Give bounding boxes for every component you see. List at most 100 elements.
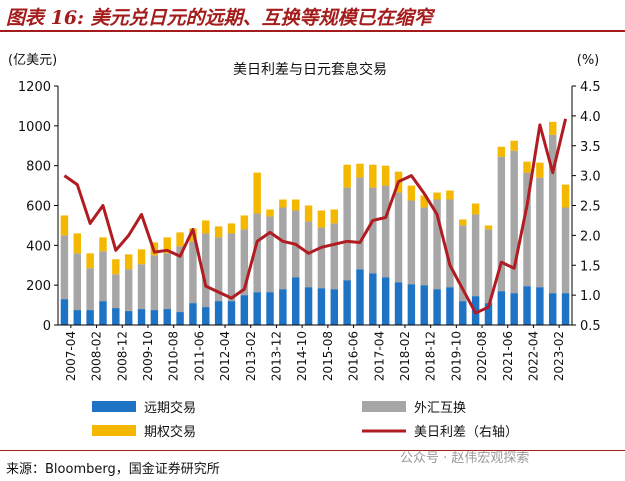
bar-forward <box>497 291 506 325</box>
legend-label-forward: 远期交易 <box>144 400 196 416</box>
bar-forward <box>343 280 351 325</box>
legend-swatch-swap <box>362 401 406 412</box>
bar-forward <box>446 287 454 325</box>
bar-swap <box>549 134 557 294</box>
left-tick-label: 200 <box>26 279 51 294</box>
x-tick-label: 2013-02 <box>244 331 258 381</box>
bar-swap <box>356 177 364 270</box>
bar-option <box>381 165 390 186</box>
left-tick-label: 400 <box>26 239 51 254</box>
bar-forward <box>227 301 236 325</box>
spread-line-layer <box>63 118 568 315</box>
bar-swap <box>394 192 403 283</box>
bar-swap <box>433 199 441 290</box>
bar-option <box>356 163 364 178</box>
bar-forward <box>394 282 403 325</box>
bar-swap <box>189 241 197 304</box>
bar-forward <box>253 292 261 325</box>
bar-forward <box>561 293 570 325</box>
bar-option <box>471 203 480 215</box>
bar-option <box>266 209 274 217</box>
bar-swap <box>176 246 184 313</box>
bar-option <box>549 121 557 135</box>
x-tick-label: 2023-02 <box>552 331 566 381</box>
legend-swatch-forward <box>92 401 136 412</box>
x-tick-label: 2011-06 <box>192 331 206 381</box>
x-tick-label: 2008-12 <box>115 331 129 381</box>
axes-layer: 0 200 400 600 800 1000 1200 0.5 1.0 1.5 2.0 2.5 3.0 3… <box>18 80 601 381</box>
bar-option <box>317 210 326 228</box>
bar-option <box>433 192 441 200</box>
x-tick-label: 2007-04 <box>64 331 78 381</box>
bar-swap <box>561 207 570 294</box>
bar-option <box>227 223 236 234</box>
bar-forward <box>240 295 249 326</box>
bar-option <box>60 215 69 236</box>
bar-option <box>510 140 518 151</box>
bar-forward <box>420 285 428 325</box>
bar-forward <box>369 273 377 325</box>
chart: 美日利差与日元套息交易 (亿美元) (%) 0 200 400 600 800 1000 1… <box>8 53 601 440</box>
bar-forward <box>150 310 159 325</box>
x-tick-label: 2022-04 <box>526 331 540 381</box>
x-tick-label: 2012-04 <box>218 331 232 381</box>
x-tick-label: 2010-08 <box>167 331 181 381</box>
right-tick-label: 3.0 <box>580 170 601 185</box>
bar-forward <box>510 293 518 325</box>
bar-forward <box>112 308 120 325</box>
bar-swap <box>484 229 493 304</box>
bar-forward <box>73 310 81 325</box>
bar-forward <box>523 286 531 325</box>
legend-label-option: 期权交易 <box>144 424 196 440</box>
bar-swap <box>202 233 210 308</box>
bar-swap <box>86 268 94 311</box>
left-tick-label: 1200 <box>18 80 51 95</box>
bar-forward <box>163 309 171 325</box>
bar-swap <box>99 251 107 302</box>
bar-option <box>279 199 287 208</box>
source-note: 来源：Bloomberg，国金证券研究所 <box>6 462 220 477</box>
bar-swap <box>214 237 223 302</box>
bar-option <box>446 190 454 200</box>
x-tick-label: 2018-02 <box>398 331 412 381</box>
bar-option <box>330 209 338 224</box>
bar-swap <box>510 150 518 294</box>
bar-option <box>112 259 120 275</box>
bar-forward <box>124 311 133 325</box>
bar-swap <box>497 156 506 292</box>
bar-option <box>459 219 467 226</box>
bar-swap <box>330 223 338 290</box>
bar-forward <box>356 269 364 325</box>
right-tick-label: 1.0 <box>580 289 601 304</box>
bar-swap <box>317 227 326 289</box>
bar-forward <box>292 277 300 325</box>
x-tick-label: 2009-10 <box>141 331 155 381</box>
legend-label-spread: 美日利差（右轴） <box>414 425 518 440</box>
bar-forward <box>189 303 197 325</box>
bar-forward <box>381 277 390 325</box>
bar-option <box>369 164 377 188</box>
left-tick-label: 800 <box>26 160 51 175</box>
bar-swap <box>150 255 159 311</box>
chart-title: 美日利差与日元套息交易 <box>233 61 387 78</box>
bar-option <box>99 237 107 252</box>
bar-forward <box>99 301 107 325</box>
bars-layer <box>60 121 570 326</box>
right-tick-label: 3.5 <box>580 140 601 155</box>
bar-forward <box>279 289 287 325</box>
bar-swap <box>536 177 544 288</box>
bar-forward <box>459 301 467 325</box>
right-tick-label: 4.5 <box>580 80 601 95</box>
bar-forward <box>317 288 326 325</box>
bar-option <box>304 205 313 222</box>
bar-option <box>214 226 223 238</box>
bar-swap <box>471 214 480 297</box>
bar-option <box>484 225 493 230</box>
bar-option <box>292 199 300 211</box>
bar-swap <box>420 207 428 286</box>
right-tick-label: 0.5 <box>580 319 601 334</box>
x-tick-label: 2019-10 <box>449 331 463 381</box>
right-tick-label: 4.0 <box>580 110 601 125</box>
bar-option <box>86 253 94 269</box>
x-tick-label: 2013-12 <box>269 331 283 381</box>
